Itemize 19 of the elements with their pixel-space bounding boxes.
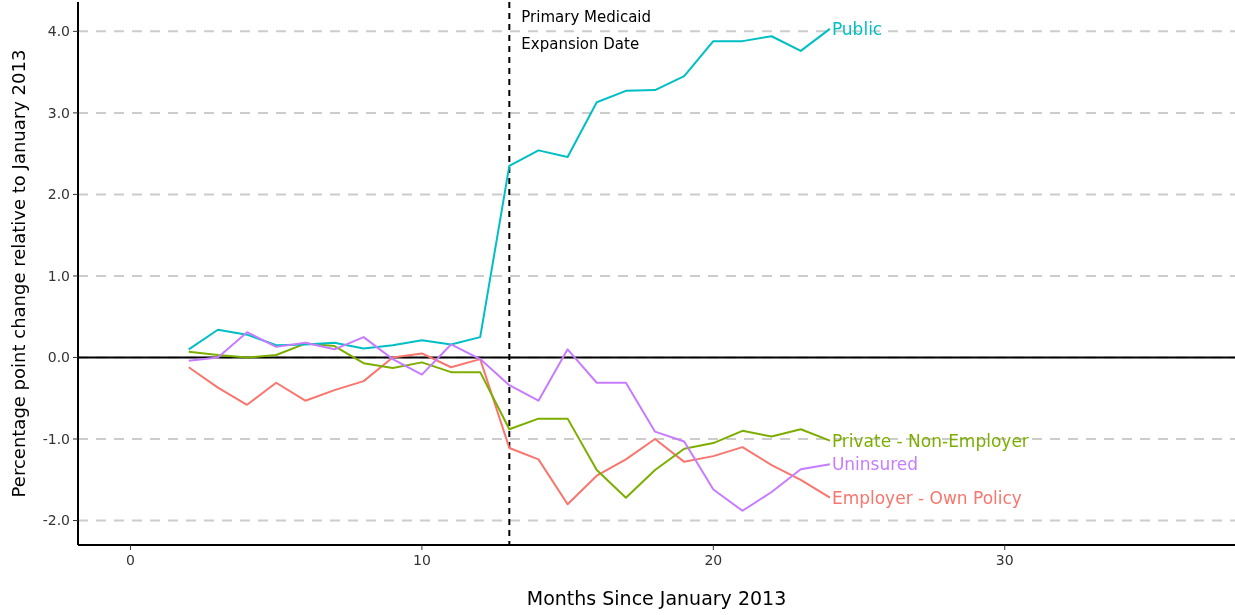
ref-line-label: Primary Medicaid Expansion Date: [521, 8, 652, 53]
x-tick-label: 0: [126, 552, 135, 568]
x-tick-label: 30: [995, 552, 1014, 568]
y-axis-title: Percentage point change relative to January 2013: [8, 49, 29, 498]
x-tick-label: 20: [704, 552, 723, 568]
y-tick-label: 3.0: [47, 104, 70, 121]
x-axis-title: Months Since January 2013: [526, 587, 787, 609]
y-tick-label: 2.0: [47, 186, 70, 203]
series-label: Private - Non-Employer: [831, 430, 1029, 451]
y-tick-label: -2.0: [42, 512, 70, 529]
y-tick-label: -1.0: [42, 430, 70, 447]
x-tick-label: 10: [412, 552, 431, 568]
line-series: [187, 27, 831, 351]
series-label: Public: [831, 18, 883, 39]
y-tick-label: 1.0: [47, 267, 70, 284]
y-tick-label: 0.0: [47, 349, 70, 366]
y-tick-label: 4.0: [47, 23, 70, 40]
series-label: Employer - Own Policy: [831, 487, 1022, 508]
series-label: Uninsured: [831, 454, 919, 475]
